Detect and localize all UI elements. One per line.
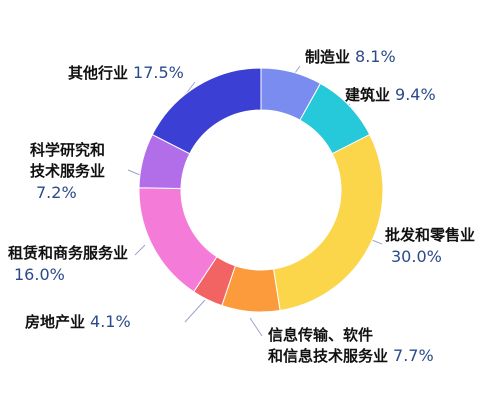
category-label: 房地产业: [25, 313, 85, 331]
value-label: 9.4%: [395, 85, 436, 104]
slice-label: 信息传输、软件和信息技术服务业 7.7%: [268, 326, 434, 365]
category-label: 租赁和商务服务业: [8, 244, 128, 262]
category-label: 科学研究和: [30, 141, 105, 159]
slice-label: 房地产业 4.1%: [25, 312, 131, 331]
donut-slice: [151, 67, 262, 155]
value-label: 17.5%: [133, 63, 184, 82]
slice-label: 科学研究和技术服务业 7.2%: [30, 141, 105, 202]
value-label: 7.2%: [36, 183, 77, 202]
category-label: 技术服务业: [30, 162, 105, 180]
category-label: 制造业: [305, 48, 350, 66]
slice-label: 租赁和商务服务业 16.0%: [8, 244, 128, 284]
category-label: 和信息技术服务业: [268, 347, 388, 365]
category-label: 批发和零售业: [385, 226, 475, 244]
category-label: 其他行业: [68, 64, 128, 82]
slice-label: 建筑业 9.4%: [345, 85, 436, 104]
category-label: 信息传输、软件: [268, 326, 373, 344]
value-label: 8.1%: [355, 47, 396, 66]
donut-slice: [272, 133, 384, 312]
value-label: 16.0%: [14, 265, 65, 284]
value-label: 30.0%: [391, 247, 442, 266]
category-label: 建筑业: [345, 86, 390, 104]
slice-label: 批发和零售业 30.0%: [385, 226, 475, 266]
slice-label: 其他行业 17.5%: [68, 63, 184, 82]
slice-label: 制造业 8.1%: [305, 47, 396, 66]
value-label: 4.1%: [90, 312, 131, 331]
value-label: 7.7%: [393, 346, 434, 365]
